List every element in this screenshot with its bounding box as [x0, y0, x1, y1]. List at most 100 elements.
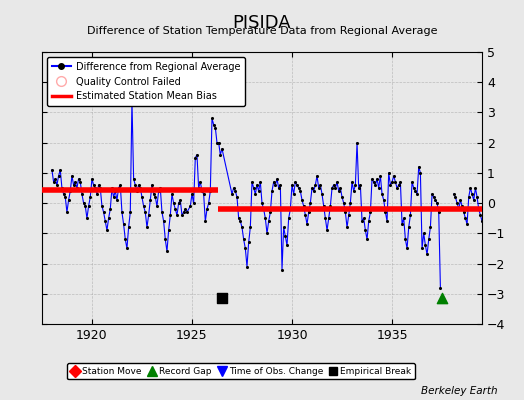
- Point: [361, 227, 369, 234]
- Point: [169, 200, 178, 206]
- Point: [269, 179, 278, 185]
- Point: [358, 218, 366, 224]
- Point: [245, 239, 253, 246]
- Point: [393, 185, 401, 191]
- Point: [253, 182, 261, 188]
- Point: [90, 182, 98, 188]
- Point: [104, 215, 113, 222]
- Point: [208, 115, 216, 122]
- Point: [371, 182, 379, 188]
- Point: [106, 206, 114, 212]
- Point: [145, 212, 153, 218]
- Point: [181, 206, 190, 212]
- Point: [385, 170, 393, 176]
- Point: [63, 209, 71, 215]
- Point: [126, 209, 135, 215]
- Point: [194, 185, 203, 191]
- Point: [479, 224, 488, 230]
- Point: [333, 179, 341, 185]
- Point: [83, 215, 91, 222]
- Point: [296, 188, 304, 194]
- Point: [80, 200, 88, 206]
- Point: [414, 164, 423, 170]
- Point: [168, 191, 176, 197]
- Point: [86, 194, 94, 200]
- Point: [320, 203, 328, 209]
- Point: [138, 194, 146, 200]
- Point: [266, 209, 275, 215]
- Point: [330, 182, 338, 188]
- Point: [174, 200, 183, 206]
- Point: [283, 242, 291, 249]
- Point: [204, 200, 213, 206]
- Point: [356, 182, 365, 188]
- Point: [233, 194, 241, 200]
- Point: [96, 185, 104, 191]
- Point: [76, 179, 84, 185]
- Point: [376, 173, 385, 179]
- Point: [111, 188, 119, 194]
- Point: [481, 266, 489, 273]
- Point: [143, 224, 151, 230]
- Point: [466, 185, 475, 191]
- Point: [316, 182, 324, 188]
- Point: [210, 121, 218, 128]
- Point: [166, 212, 174, 218]
- Point: [310, 188, 318, 194]
- Point: [343, 224, 351, 230]
- Point: [241, 245, 249, 252]
- Point: [123, 245, 131, 252]
- Point: [423, 251, 431, 258]
- Point: [331, 185, 340, 191]
- Point: [196, 179, 204, 185]
- Point: [323, 227, 331, 234]
- Point: [278, 266, 286, 273]
- Point: [424, 236, 433, 242]
- Point: [151, 194, 159, 200]
- Point: [373, 176, 381, 182]
- Point: [338, 194, 346, 200]
- Point: [454, 206, 463, 212]
- Point: [146, 197, 155, 203]
- Point: [350, 188, 358, 194]
- Point: [304, 209, 313, 215]
- Point: [121, 236, 129, 242]
- Point: [214, 140, 223, 146]
- Point: [386, 182, 395, 188]
- Point: [188, 191, 196, 197]
- Point: [191, 154, 200, 161]
- Point: [248, 179, 256, 185]
- Point: [183, 209, 191, 215]
- Point: [119, 221, 128, 228]
- Point: [131, 182, 139, 188]
- Point: [279, 224, 288, 230]
- Point: [64, 197, 73, 203]
- Point: [228, 191, 236, 197]
- Point: [200, 191, 208, 197]
- Point: [438, 295, 446, 302]
- Point: [101, 218, 110, 224]
- Point: [421, 242, 430, 249]
- Point: [408, 179, 416, 185]
- Point: [190, 200, 198, 206]
- Point: [211, 124, 220, 131]
- Point: [375, 185, 383, 191]
- Point: [158, 209, 166, 215]
- Point: [328, 185, 336, 191]
- Point: [475, 206, 483, 212]
- Point: [216, 152, 224, 158]
- Point: [261, 215, 269, 222]
- Point: [251, 191, 259, 197]
- Point: [311, 182, 320, 188]
- Point: [186, 203, 194, 209]
- Point: [368, 176, 376, 182]
- Point: [148, 182, 156, 188]
- Point: [94, 182, 103, 188]
- Point: [336, 185, 345, 191]
- Point: [71, 179, 80, 185]
- Point: [84, 203, 93, 209]
- Point: [173, 212, 181, 218]
- Point: [391, 179, 400, 185]
- Point: [124, 224, 133, 230]
- Point: [470, 197, 478, 203]
